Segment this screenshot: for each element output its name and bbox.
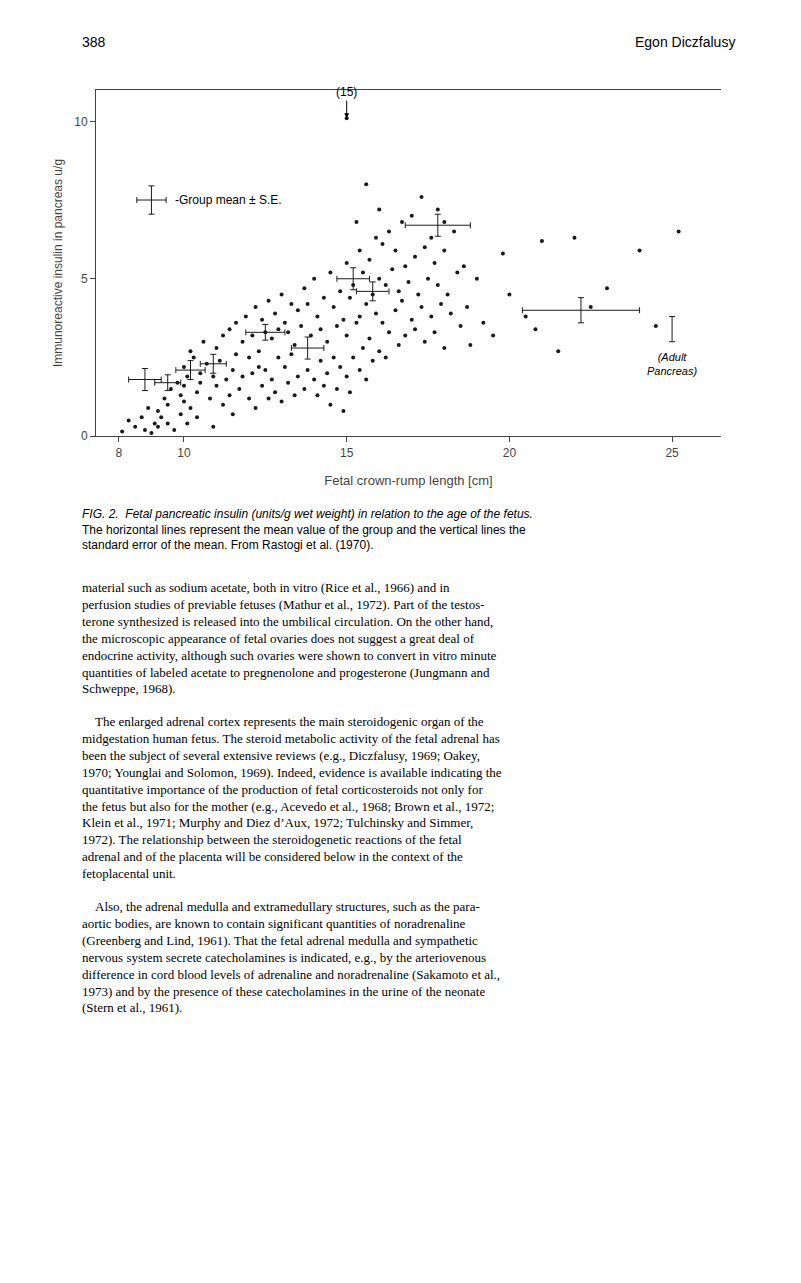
svg-text:Egon Diczfalusy: Egon Diczfalusy (635, 34, 735, 50)
svg-text:Fetal crown-rump length [cm]: Fetal crown-rump length [cm] (324, 473, 492, 488)
svg-text:-Group mean ± S.E.: -Group mean ± S.E. (175, 193, 282, 207)
svg-text:material such as sodium acetat: material such as sodium acetate, both in… (82, 580, 497, 696)
svg-text:Also, the adrenal medulla and: Also, the adrenal medulla and extramedul… (82, 899, 500, 1015)
svg-text:0: 0 (81, 429, 88, 443)
svg-text:(AdultPancreas): (AdultPancreas) (647, 351, 697, 377)
svg-text:(15): (15) (336, 85, 357, 99)
svg-text:10: 10 (177, 446, 191, 460)
svg-text:5: 5 (81, 272, 88, 286)
svg-text:Immunoreactive insulin in panc: Immunoreactive insulin in pancreas u/g (51, 159, 65, 367)
svg-text:8: 8 (116, 446, 123, 460)
svg-text:15: 15 (340, 446, 354, 460)
svg-text:20: 20 (503, 446, 517, 460)
svg-text:388: 388 (82, 34, 106, 50)
svg-text:10: 10 (74, 115, 88, 129)
svg-text:25: 25 (665, 446, 679, 460)
svg-text:FIG. 2. Fetal pancreatic insu: FIG. 2. Fetal pancreatic insulin (units/… (82, 507, 533, 552)
svg-text:The enlarged adrenal cortex re: The enlarged adrenal cortex represents t… (82, 714, 502, 881)
